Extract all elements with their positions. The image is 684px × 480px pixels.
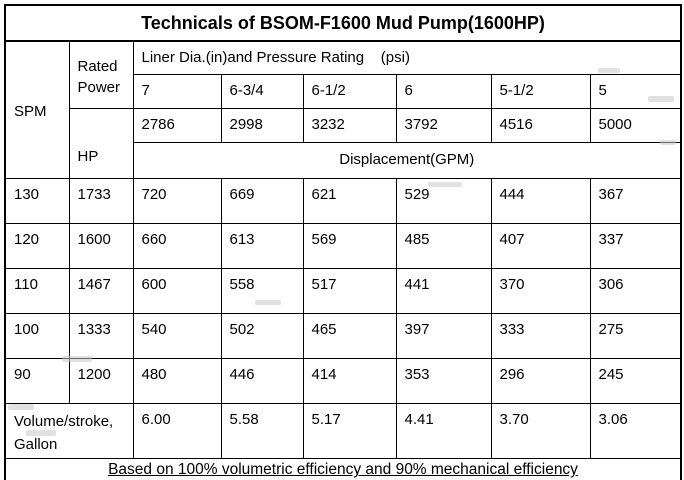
gpm-cell: 275	[589, 312, 682, 359]
watermark-artifact	[62, 356, 92, 362]
gpm-cell: 465	[302, 312, 397, 359]
watermark-artifact	[648, 96, 674, 102]
liner-size-cell: 5	[589, 73, 682, 109]
spm-cell: 120	[4, 222, 70, 269]
liner-size-cell: 6-1/2	[302, 73, 397, 109]
volume-cell: 4.41	[395, 402, 492, 459]
volume-cell: 5.58	[220, 402, 304, 459]
hp-column-header: HP	[68, 107, 134, 179]
volume-cell: 5.17	[302, 402, 397, 459]
gpm-cell: 540	[132, 312, 222, 359]
spm-cell: 110	[4, 267, 70, 314]
pressure-rating-cell: 5000	[589, 107, 682, 143]
table-row: 110 1467 600 558 517 441 370 306	[4, 267, 682, 314]
gpm-cell: 296	[490, 357, 591, 404]
table-row: 100 1333 540 502 465 397 333 275	[4, 312, 682, 359]
watermark-artifact	[8, 404, 34, 410]
gpm-cell: 370	[490, 267, 591, 314]
liner-pressure-header: Liner Dia.(in)and Pressure Rating (psi)	[132, 40, 682, 75]
gpm-cell: 558	[220, 267, 304, 314]
pressure-rating-cell: 3792	[395, 107, 492, 143]
gpm-cell: 485	[395, 222, 492, 269]
volume-cell: 6.00	[132, 402, 222, 459]
gpm-cell: 306	[589, 267, 682, 314]
hp-cell: 1200	[68, 357, 134, 404]
volume-label-line2: Gallon	[14, 435, 58, 453]
volume-label-line1: Volume/stroke,	[14, 412, 114, 430]
liner-size-cell: 7	[132, 73, 222, 109]
gpm-cell: 397	[395, 312, 492, 359]
liner-size-cell: 6-3/4	[220, 73, 304, 109]
gpm-cell: 337	[589, 222, 682, 269]
table-row: 130 1733 720 669 621 529 444 367	[4, 177, 682, 224]
watermark-artifact	[598, 68, 620, 73]
spm-column-header: SPM	[4, 40, 70, 179]
gpm-cell: 569	[302, 222, 397, 269]
volume-cell: 3.70	[490, 402, 591, 459]
gpm-cell: 621	[302, 177, 397, 224]
gpm-cell: 245	[589, 357, 682, 404]
hp-cell: 1733	[68, 177, 134, 224]
hp-cell: 1600	[68, 222, 134, 269]
watermark-artifact	[26, 430, 56, 436]
gpm-cell: 517	[302, 267, 397, 314]
watermark-artifact	[428, 182, 462, 187]
rated-power-header: Rated Power	[68, 40, 134, 109]
gpm-cell: 669	[220, 177, 304, 224]
spm-cell: 130	[4, 177, 70, 224]
efficiency-footnote: Based on 100% volumetric efficiency and …	[4, 457, 682, 480]
displacement-header: Displacement(GPM)	[132, 141, 682, 179]
table-row: 90 1200 480 446 414 353 296 245	[4, 357, 682, 404]
gpm-cell: 480	[132, 357, 222, 404]
efficiency-footnote-text: Based on 100% volumetric efficiency and …	[108, 461, 578, 479]
spm-cell: 100	[4, 312, 70, 359]
gpm-cell: 720	[132, 177, 222, 224]
gpm-cell: 600	[132, 267, 222, 314]
gpm-cell: 613	[220, 222, 304, 269]
volume-cell: 3.06	[589, 402, 682, 459]
pump-specs-table: Technicals of BSOM-F1600 Mud Pump(1600HP…	[4, 4, 683, 480]
liner-size-cell: 5-1/2	[490, 73, 591, 109]
gpm-cell: 407	[490, 222, 591, 269]
gpm-cell: 444	[490, 177, 591, 224]
pressure-rating-cell: 2786	[132, 107, 222, 143]
spm-cell: 90	[4, 357, 70, 404]
gpm-cell: 333	[490, 312, 591, 359]
pressure-rating-cell: 2998	[220, 107, 304, 143]
watermark-artifact	[660, 140, 676, 145]
table-row: 120 1600 660 613 569 485 407 337	[4, 222, 682, 269]
table-row: Volume/stroke, Gallon 6.00 5.58 5.17 4.41…	[4, 402, 682, 459]
gpm-cell: 660	[132, 222, 222, 269]
liner-size-cell: 6	[395, 73, 492, 109]
volume-per-stroke-label: Volume/stroke, Gallon	[4, 402, 134, 459]
gpm-cell: 446	[220, 357, 304, 404]
pressure-rating-cell: 4516	[490, 107, 591, 143]
hp-cell: 1333	[68, 312, 134, 359]
gpm-cell: 367	[589, 177, 682, 224]
gpm-cell: 441	[395, 267, 492, 314]
gpm-cell: 502	[220, 312, 304, 359]
gpm-cell: 353	[395, 357, 492, 404]
gpm-cell: 414	[302, 357, 397, 404]
hp-cell: 1467	[68, 267, 134, 314]
table-title: Technicals of BSOM-F1600 Mud Pump(1600HP…	[4, 4, 682, 42]
watermark-artifact	[255, 300, 281, 305]
pressure-rating-cell: 3232	[302, 107, 397, 143]
